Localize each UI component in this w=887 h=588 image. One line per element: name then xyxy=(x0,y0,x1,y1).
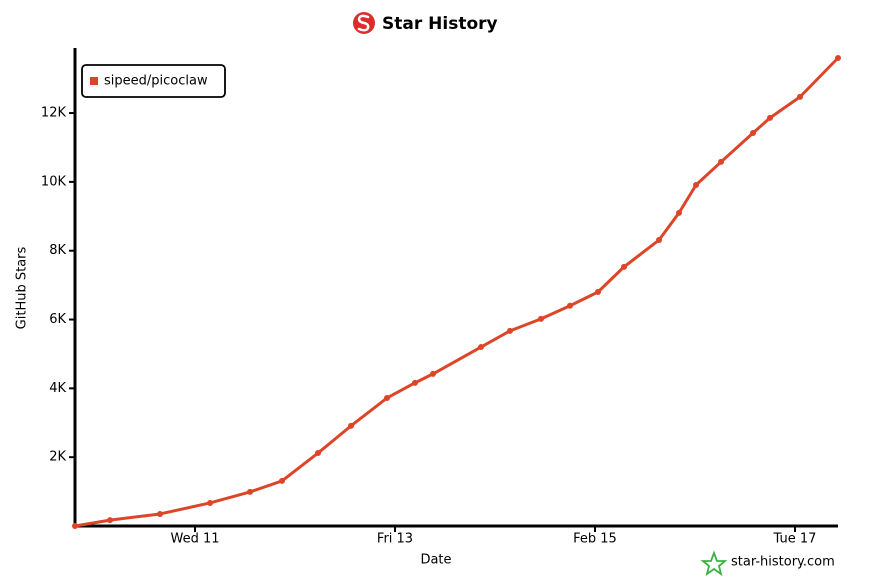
legend-label: sipeed/picoclaw xyxy=(104,74,208,89)
y-tick-label: 8K xyxy=(49,243,66,258)
point xyxy=(718,158,724,165)
point xyxy=(595,289,601,295)
x-tick-label: Tue 17 xyxy=(773,532,817,547)
x-axis-label: Date xyxy=(420,553,451,568)
point xyxy=(430,370,436,377)
y-tick-label: 2K xyxy=(49,450,66,465)
x-tick-label: Fri 13 xyxy=(377,532,413,547)
x-tick-label: Feb 15 xyxy=(573,532,617,547)
point xyxy=(676,209,682,216)
y-tick-label: 10K xyxy=(41,174,67,189)
point xyxy=(750,130,756,137)
point xyxy=(384,394,390,401)
point xyxy=(693,181,699,188)
point xyxy=(797,93,803,100)
point xyxy=(72,523,78,529)
point xyxy=(567,302,573,309)
point xyxy=(157,510,163,517)
point xyxy=(107,517,113,524)
point xyxy=(478,344,484,351)
legend-swatch xyxy=(90,77,98,85)
y-tick-label: 12K xyxy=(41,106,67,121)
point xyxy=(621,263,627,270)
legend-box xyxy=(81,64,226,98)
point xyxy=(835,55,841,61)
line xyxy=(74,56,840,528)
y-tick-label: 6K xyxy=(49,312,66,327)
point xyxy=(207,499,213,506)
y-tick-label: 4K xyxy=(49,381,66,396)
point xyxy=(247,488,253,495)
logo-s xyxy=(357,14,370,32)
point xyxy=(767,114,773,121)
point xyxy=(348,422,354,429)
y-axis-label: GitHub Stars xyxy=(15,246,30,329)
point xyxy=(507,327,513,334)
point xyxy=(279,477,285,484)
point xyxy=(412,379,418,386)
watermark: star-history.com xyxy=(731,555,835,570)
watermark-icon xyxy=(700,550,728,577)
point xyxy=(656,237,662,244)
x-tick-label: Wed 11 xyxy=(170,532,219,547)
point xyxy=(315,450,321,457)
chart-title: Star History xyxy=(382,14,498,34)
point xyxy=(538,315,544,322)
